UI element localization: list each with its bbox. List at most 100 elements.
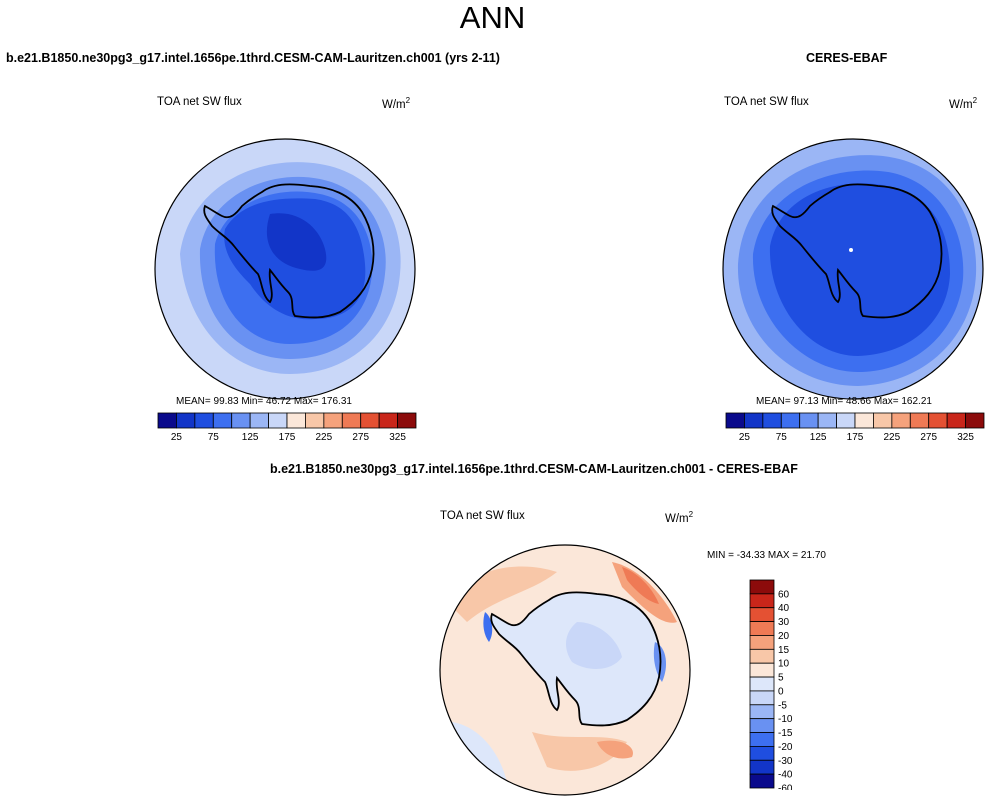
panel-3-colorbar-swatch xyxy=(749,579,775,595)
panel-2-title: CERES-EBAF xyxy=(806,51,888,65)
panel-3-colorbar-tick-label: -20 xyxy=(778,742,793,753)
panel-1-stats: MEAN= 99.83 Min= 46.72 Max= 176.31 xyxy=(176,396,352,407)
panel-1-colorbar-swatch xyxy=(397,412,417,429)
panel-1-colorbar-swatch xyxy=(286,412,306,429)
panel-3-colorbar-tick-label: -5 xyxy=(778,700,787,711)
panel-2-map-border xyxy=(722,138,984,400)
panel-2-units: W/m2 xyxy=(949,96,978,111)
panel-1-colorbar-swatch xyxy=(249,412,269,429)
panel-1-map-border xyxy=(154,138,416,400)
panel-1-title: b.e21.B1850.ne30pg3_g17.intel.1656pe.1th… xyxy=(6,51,500,65)
panel-1-colorbar-swatch xyxy=(305,412,325,429)
panel-1-units: W/m2 xyxy=(382,96,411,111)
panel-3-colorbar-tick-label: 5 xyxy=(778,673,784,684)
panel-1-colorbar-tick-label: 125 xyxy=(242,432,259,443)
panel-1-colorbar-tick-label: 175 xyxy=(279,432,296,443)
panel-3-colorbar-tick-label: 40 xyxy=(778,603,790,614)
panel-2-colorbar-swatch xyxy=(762,412,782,429)
panel-3-colorbar-tick-label: -10 xyxy=(778,714,793,725)
panel-2-colorbar-swatch xyxy=(817,412,837,429)
panel-2-variable-label: TOA net SW flux xyxy=(724,96,809,108)
panel-1-colorbar-swatch xyxy=(231,412,251,429)
panel-3-negative-region-2 xyxy=(565,622,622,669)
panel-3-colorbar-swatch xyxy=(749,704,775,720)
panel-2-colorbar-tick-label: 125 xyxy=(810,432,827,443)
panel-1-colorbar: 2575125175225275325375 xyxy=(157,412,417,443)
panel-3-colorbar-swatch xyxy=(749,718,775,733)
panel-3-colorbar-tick-label: 10 xyxy=(778,659,790,670)
panel-1-map xyxy=(154,138,416,400)
panel-2-colorbar-swatch xyxy=(725,412,745,429)
panel-3-colorbar-tick-label: -30 xyxy=(778,756,793,767)
panel-1-colorbar-tick-label: 325 xyxy=(389,432,406,443)
panel-3-positive-region-5 xyxy=(597,740,633,759)
panel-2-colorbar-swatch xyxy=(744,412,764,429)
panel-2-colorbar-swatch xyxy=(909,412,930,429)
panel-2-pole-marker xyxy=(849,248,853,252)
panel-1-colorbar-tick-label: 25 xyxy=(171,432,183,443)
panel-2-colorbar-swatch xyxy=(965,412,985,429)
panel-2-map xyxy=(722,138,984,400)
panel-2-colorbar: 2575125175225275325375 xyxy=(725,412,985,443)
panel-3-colorbar-swatch xyxy=(749,676,775,692)
panel-2-colorbar-tick-label: 275 xyxy=(920,432,937,443)
panel-3-colorbar-tick-label: 15 xyxy=(778,645,790,656)
panel-2-colorbar-swatch xyxy=(891,412,911,429)
panel-3-negative-region-4 xyxy=(483,612,493,642)
panel-3-colorbar-swatch xyxy=(749,773,775,789)
panel-3-positive-region-3 xyxy=(622,567,659,604)
panel-2-colorbar-tick-label: 25 xyxy=(739,432,751,443)
panel-2-colorbar-tick-label: 325 xyxy=(957,432,974,443)
panel-3-map xyxy=(439,544,691,796)
panel-1-colorbar-tick-label: 225 xyxy=(316,432,333,443)
panel-3-colorbar-tick-label: 20 xyxy=(778,631,790,642)
panel-1-antarctica-coastline xyxy=(203,183,375,319)
panel-1-colorbar-swatch xyxy=(212,412,233,429)
panel-2-antarctica-coastline xyxy=(771,183,943,319)
panel-3-colorbar-swatch xyxy=(749,745,775,761)
panel-1-colorbar-swatch xyxy=(176,412,196,429)
panel-2-colorbar-swatch xyxy=(928,412,948,429)
panel-1-colorbar-swatch xyxy=(268,412,288,429)
panel-3-map-border xyxy=(439,544,691,796)
panel-2-colorbar-tick-label: 175 xyxy=(847,432,864,443)
panel-3-colorbar-swatch xyxy=(749,759,775,775)
panel-3-colorbar-tick-label: -60 xyxy=(778,784,793,791)
panel-3-colorbar-swatch xyxy=(749,662,775,678)
panel-2-colorbar-tick-label: 75 xyxy=(776,432,788,443)
panel-3-colorbar-swatch xyxy=(749,732,775,747)
panel-1-band-6 xyxy=(266,213,327,271)
panel-2-colorbar-swatch xyxy=(946,412,966,429)
panel-2-colorbar-swatch xyxy=(799,412,819,429)
panel-1-colorbar-swatch xyxy=(323,412,343,429)
panel-1-colorbar-swatch xyxy=(157,412,177,429)
panel-3-colorbar-swatch xyxy=(749,621,775,636)
panel-3-title: b.e21.B1850.ne30pg3_g17.intel.1656pe.1th… xyxy=(270,462,798,476)
panel-1-colorbar-tick-label: 275 xyxy=(352,432,369,443)
panel-1-colorbar-tick-label: 75 xyxy=(208,432,220,443)
panel-2-colorbar-swatch xyxy=(780,412,801,429)
panel-1-colorbar-swatch xyxy=(194,412,214,429)
panel-3-stats: MIN = -34.33 MAX = 21.70 xyxy=(707,550,826,561)
panel-3-colorbar-tick-label: -40 xyxy=(778,770,793,781)
panel-2-stats: MEAN= 97.13 Min= 48.66 Max= 162.21 xyxy=(756,396,932,407)
panel-3-colorbar: 60 40 30 20 15 10 5 0 -5 -10 -15 -20 -30 -40 -60 xyxy=(749,579,793,791)
panel-3-colorbar-swatch xyxy=(749,648,775,664)
panel-1-colorbar-swatch xyxy=(360,412,380,429)
panel-3-colorbar-tick-label: -15 xyxy=(778,728,793,739)
panel-3-units: W/m2 xyxy=(665,510,694,525)
panel-2-colorbar-swatch xyxy=(836,412,856,429)
panel-1-colorbar-swatch xyxy=(341,412,362,429)
panel-3-colorbar-swatch xyxy=(749,690,775,706)
panel-3-variable-label: TOA net SW flux xyxy=(440,510,525,522)
panel-3-colorbar-tick-label: 30 xyxy=(778,617,790,628)
panel-1-variable-label: TOA net SW flux xyxy=(157,96,242,108)
panel-2-colorbar-swatch xyxy=(873,412,893,429)
panel-3-colorbar-tick-label: 60 xyxy=(778,589,790,600)
panel-3-colorbar-swatch xyxy=(749,607,775,623)
figure-title: ANN xyxy=(459,0,526,35)
panel-2-colorbar-swatch xyxy=(854,412,874,429)
panel-3-antarctica-coastline xyxy=(490,591,662,727)
panel-3-colorbar-swatch xyxy=(749,635,775,650)
panel-1-colorbar-swatch xyxy=(378,412,398,429)
